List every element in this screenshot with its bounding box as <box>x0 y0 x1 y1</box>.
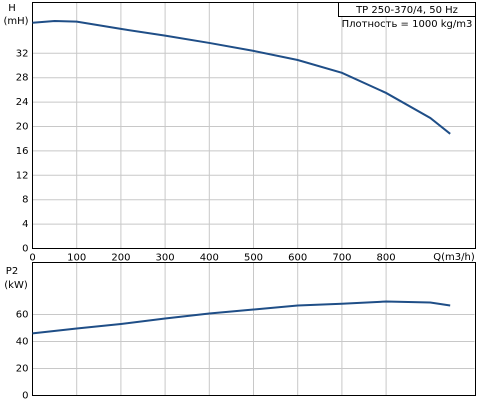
x-tick-label: 300 <box>156 253 175 264</box>
x-tick-label: 100 <box>67 253 86 264</box>
y-tick-label: 20 <box>16 364 29 375</box>
y-tick-label: 12 <box>16 170 29 181</box>
x-tick-label: 800 <box>377 253 396 264</box>
x-tick-label: 200 <box>111 253 130 264</box>
x-tick-label: 500 <box>244 253 263 264</box>
y-tick-label: 16 <box>16 146 29 157</box>
x-tick-label: 700 <box>332 253 351 264</box>
curve <box>32 300 451 335</box>
y-tick-label: 60 <box>16 310 29 321</box>
note: Плотность = 1000 kg/m3 <box>342 19 473 30</box>
bottom-frame <box>32 262 476 396</box>
y-unit: (kW) <box>4 280 28 291</box>
y-tick-label: 24 <box>16 97 29 108</box>
y-label: P2 <box>6 266 18 277</box>
y-tick-label: 0 <box>22 244 28 255</box>
x-tick-label: 400 <box>200 253 219 264</box>
x-label: Q(m3/h) <box>433 252 475 263</box>
top-frame <box>32 2 476 249</box>
x-tick-label: 600 <box>288 253 307 264</box>
y-tick-label: 8 <box>22 195 28 206</box>
y-tick-label: 0 <box>22 391 28 400</box>
x-tick-label: 0 <box>29 253 35 264</box>
y-tick-label: 32 <box>16 48 29 59</box>
curve <box>32 19 451 135</box>
y-tick-label: 40 <box>16 337 29 348</box>
y-tick-label: 20 <box>16 122 29 133</box>
y-tick-label: 28 <box>16 73 29 84</box>
y-tick-label: 4 <box>22 219 28 230</box>
legend-box <box>338 2 476 17</box>
y-unit: (mH) <box>3 16 28 27</box>
legend-title: TP 250-370/4, 50 Hz <box>355 5 458 16</box>
y-label: H <box>8 3 16 14</box>
